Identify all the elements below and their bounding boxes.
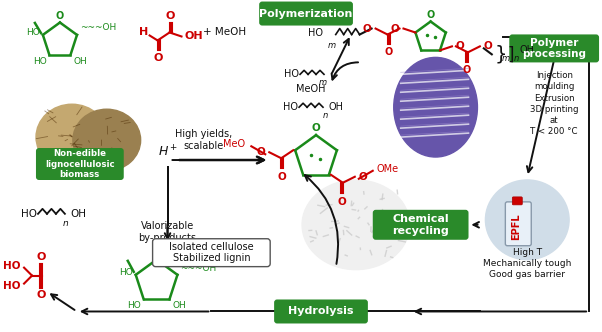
Text: HO: HO bbox=[33, 57, 46, 66]
Text: Hydrolysis: Hydrolysis bbox=[288, 306, 354, 316]
Text: }: } bbox=[495, 45, 507, 64]
Text: m: m bbox=[327, 41, 336, 49]
Text: O: O bbox=[385, 47, 393, 57]
Text: HO: HO bbox=[308, 28, 323, 38]
Text: O: O bbox=[463, 65, 471, 75]
Ellipse shape bbox=[73, 109, 141, 171]
Text: OH: OH bbox=[329, 102, 344, 112]
Text: HO: HO bbox=[119, 268, 133, 277]
Text: OH: OH bbox=[172, 301, 186, 310]
Text: OH: OH bbox=[520, 45, 535, 55]
Ellipse shape bbox=[394, 57, 477, 157]
FancyBboxPatch shape bbox=[152, 239, 270, 267]
Text: n: n bbox=[514, 54, 519, 63]
Text: Polymer
processing: Polymer processing bbox=[522, 38, 586, 59]
Text: Non-edible
lignocellulosic
biomass: Non-edible lignocellulosic biomass bbox=[45, 149, 114, 179]
Text: Chemical
recycling: Chemical recycling bbox=[393, 214, 449, 236]
Text: High yields,
scalable: High yields, scalable bbox=[175, 129, 232, 151]
Text: O: O bbox=[484, 42, 492, 51]
Ellipse shape bbox=[36, 104, 108, 170]
Text: H$^+$: H$^+$ bbox=[158, 144, 178, 160]
Text: HO: HO bbox=[2, 281, 20, 290]
FancyBboxPatch shape bbox=[505, 202, 531, 246]
Text: m: m bbox=[501, 54, 510, 63]
Text: O: O bbox=[36, 252, 46, 262]
Text: OMe: OMe bbox=[377, 164, 399, 174]
Text: ~~~OH: ~~~OH bbox=[181, 264, 217, 273]
Text: O: O bbox=[166, 11, 175, 21]
Text: OH: OH bbox=[184, 32, 203, 42]
Text: O: O bbox=[154, 53, 163, 63]
Text: O: O bbox=[359, 172, 368, 182]
Text: O: O bbox=[363, 24, 371, 34]
Text: High T
Mechanically tough
Good gas barrier: High T Mechanically tough Good gas barri… bbox=[483, 248, 571, 279]
Text: n: n bbox=[63, 219, 69, 228]
Text: O: O bbox=[391, 24, 400, 34]
FancyBboxPatch shape bbox=[275, 300, 367, 322]
Text: O: O bbox=[312, 123, 320, 133]
Text: O: O bbox=[456, 42, 465, 51]
Text: HO: HO bbox=[127, 301, 141, 310]
Text: n: n bbox=[322, 111, 327, 120]
Text: O: O bbox=[256, 147, 265, 157]
FancyBboxPatch shape bbox=[374, 211, 468, 239]
Text: O: O bbox=[278, 172, 287, 182]
Text: HO: HO bbox=[284, 69, 299, 79]
Text: Valorizable
by-products: Valorizable by-products bbox=[138, 221, 196, 243]
Text: ]: ] bbox=[507, 45, 514, 63]
Text: O: O bbox=[152, 248, 161, 258]
FancyBboxPatch shape bbox=[512, 197, 523, 205]
Ellipse shape bbox=[485, 180, 569, 260]
Text: m: m bbox=[319, 78, 327, 87]
Text: + MeOH: + MeOH bbox=[203, 28, 247, 38]
Text: O: O bbox=[338, 197, 346, 207]
Text: OH: OH bbox=[73, 57, 87, 66]
Text: O: O bbox=[426, 10, 435, 20]
FancyBboxPatch shape bbox=[37, 149, 123, 179]
Text: Polymerization: Polymerization bbox=[259, 9, 353, 19]
Text: HO: HO bbox=[2, 261, 20, 271]
Text: O: O bbox=[56, 11, 64, 21]
Text: HO: HO bbox=[283, 102, 298, 112]
Text: HO: HO bbox=[26, 29, 40, 38]
Text: Injection
moulding
Extrusion
3D printing
at
T < 200 °C: Injection moulding Extrusion 3D printing… bbox=[530, 71, 579, 136]
Text: EPFL: EPFL bbox=[511, 213, 521, 240]
Text: O: O bbox=[36, 290, 46, 299]
Text: H: H bbox=[139, 28, 148, 38]
Ellipse shape bbox=[302, 180, 410, 270]
Text: MeOH: MeOH bbox=[296, 84, 326, 94]
FancyBboxPatch shape bbox=[260, 3, 352, 25]
Text: OH: OH bbox=[70, 209, 86, 219]
Text: Isolated cellulose
Stabilized lignin: Isolated cellulose Stabilized lignin bbox=[169, 242, 253, 264]
Text: MeO: MeO bbox=[223, 139, 246, 149]
Text: HO: HO bbox=[21, 209, 37, 219]
Text: ~~~OH: ~~~OH bbox=[80, 23, 116, 32]
FancyBboxPatch shape bbox=[510, 36, 598, 61]
